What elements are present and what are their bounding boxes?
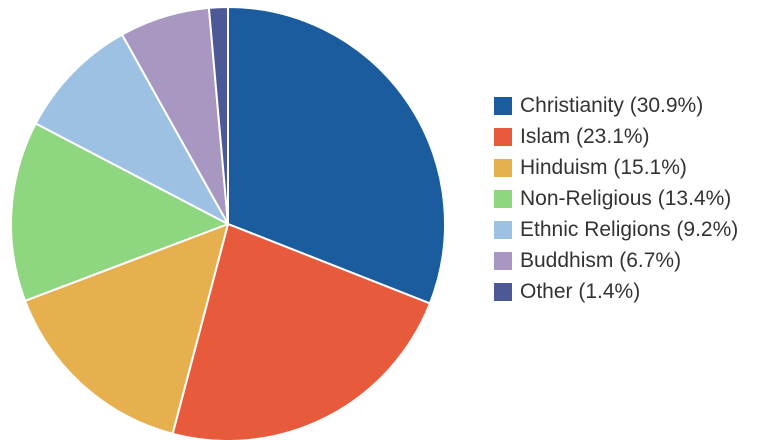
legend-item-ethnic-religions: Ethnic Religions (9.2%) xyxy=(494,214,766,245)
legend-swatch-islam xyxy=(494,127,512,146)
legend-swatch-christianity xyxy=(494,96,512,115)
legend-item-islam: Islam (23.1%) xyxy=(494,121,766,152)
pie-slices xyxy=(10,5,446,440)
legend-label-islam: Islam (23.1%) xyxy=(520,124,650,148)
legend-label-other: Other (1.4%) xyxy=(520,279,641,303)
pie-slice-islam xyxy=(171,223,431,440)
pie-slice-other xyxy=(207,5,229,225)
pie-slice-non-religious xyxy=(10,122,229,302)
legend-label-buddhism: Buddhism (6.7%) xyxy=(520,248,682,272)
legend-label-ethnic-religions: Ethnic Religions (9.2%) xyxy=(520,217,739,241)
legend-label-hinduism: Hinduism (15.1%) xyxy=(520,155,687,179)
legend-label-christianity: Christianity (30.9%) xyxy=(520,93,704,117)
legend-item-other: Other (1.4%) xyxy=(494,276,766,307)
legend-label-non-religious: Non-Religious (13.4%) xyxy=(520,186,732,210)
pie-slice-hinduism xyxy=(24,223,229,435)
legend-swatch-buddhism xyxy=(494,251,512,270)
legend-swatch-non-religious xyxy=(494,189,512,208)
legend-swatch-other xyxy=(494,282,512,301)
legend-item-buddhism: Buddhism (6.7%) xyxy=(494,245,766,276)
legend-item-non-religious: Non-Religious (13.4%) xyxy=(494,183,766,214)
legend-item-christianity: Christianity (30.9%) xyxy=(494,90,766,121)
pie-slice-ethnic-religions xyxy=(34,33,229,225)
pie-slice-christianity xyxy=(227,6,446,305)
legend-swatch-hinduism xyxy=(494,158,512,177)
legend-swatch-ethnic-religions xyxy=(494,220,512,239)
legend-item-hinduism: Hinduism (15.1%) xyxy=(494,152,766,183)
legend: Christianity (30.9%) Islam (23.1%) Hinduis… xyxy=(494,90,766,307)
